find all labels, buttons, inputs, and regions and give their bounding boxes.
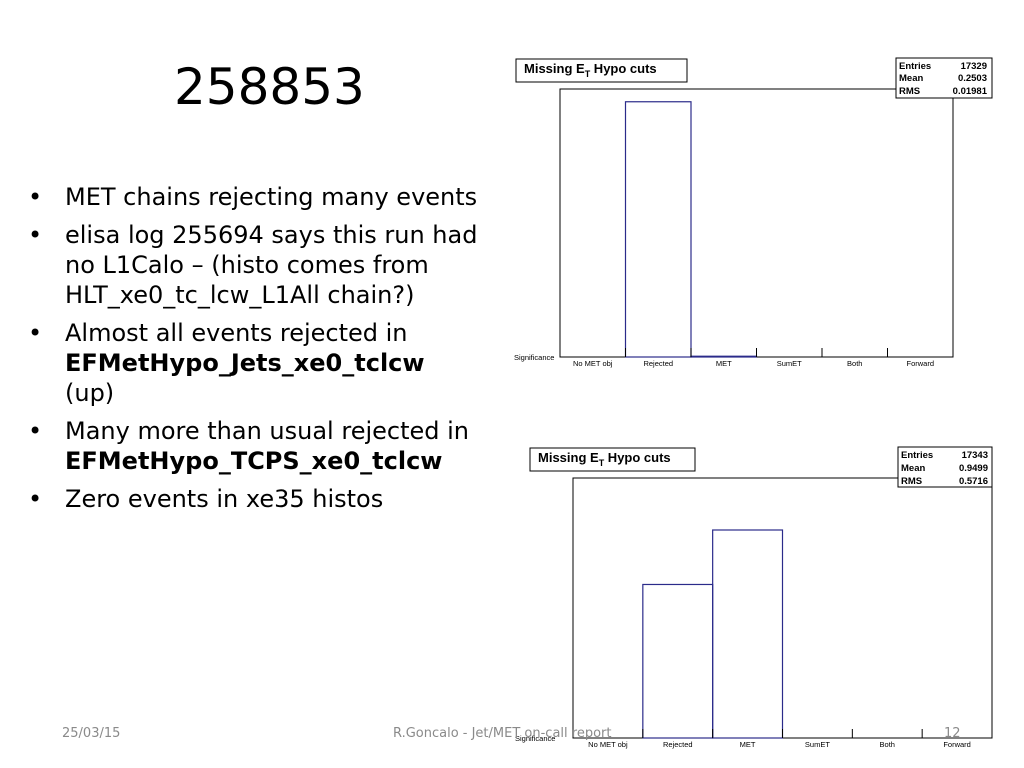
svg-text:RMS: RMS	[901, 476, 922, 487]
x-tick-label: Rejected	[643, 359, 673, 368]
histogram-bottom: No MET obj Rejected MET SumET Both Forward Si…	[515, 446, 993, 749]
bullet-text: Many more than usual rejected in	[65, 417, 470, 445]
histogram-bar	[624, 101, 692, 358]
bullet-text-bold: EFMetHypo_TCPS_xe0_tclcw	[65, 447, 443, 475]
x-axis-label: Significance	[515, 734, 555, 743]
bullet-item: elisa log 255694 says this run had no L1…	[28, 220, 478, 310]
svg-text:0.2503: 0.2503	[958, 73, 987, 84]
footer-page-number: 12	[944, 726, 961, 741]
svg-text:Entries: Entries	[899, 61, 931, 72]
bullet-text: Zero events in xe35 histos	[65, 485, 384, 513]
svg-text:17343: 17343	[962, 450, 988, 461]
svg-text:Missing ET Hypo cuts: Missing ET Hypo cuts	[524, 61, 657, 79]
histogram-top: No MET obj Rejected MET SumET Both Forward Si…	[514, 57, 993, 368]
x-tick-label: No MET obj	[573, 359, 613, 368]
svg-text:0.5716: 0.5716	[959, 476, 988, 487]
svg-text:Mean: Mean	[901, 463, 925, 474]
x-tick-label: Forward	[943, 740, 971, 749]
plot-frame	[559, 88, 954, 358]
bullet-item: Zero events in xe35 histos	[28, 484, 478, 514]
svg-text:Entries: Entries	[901, 450, 933, 461]
bullet-text: elisa log 255694 says this run had no L1…	[65, 221, 478, 309]
svg-text:17329: 17329	[961, 61, 987, 72]
title-box: Missing ET Hypo cuts	[529, 447, 696, 472]
bullet-text: Almost all events rejected in	[65, 319, 408, 347]
bullet-item: Almost all events rejected in EFMetHypo_…	[28, 318, 478, 408]
bullet-item: MET chains rejecting many events	[28, 182, 478, 212]
x-tick-label: Forward	[906, 359, 934, 368]
x-tick-label: Both	[880, 740, 895, 749]
x-tick-label: SumET	[805, 740, 830, 749]
svg-text:0.9499: 0.9499	[959, 463, 988, 474]
x-axis-label: Significance	[514, 353, 554, 362]
bullet-text-bold: EFMetHypo_Jets_xe0_tclcw	[65, 349, 425, 377]
title-box: Missing ET Hypo cuts	[515, 58, 688, 83]
bullet-text: MET chains rejecting many events	[65, 183, 478, 211]
svg-text:Missing ET Hypo cuts: Missing ET Hypo cuts	[538, 450, 671, 468]
x-tick-label: Rejected	[663, 740, 693, 749]
histogram-bar	[712, 529, 784, 739]
svg-text:0.01981: 0.01981	[953, 86, 988, 97]
x-tick-label: SumET	[777, 359, 802, 368]
histogram-bar	[690, 355, 758, 358]
stats-box: Entries 17329 Mean 0.2503 RMS 0.01981	[895, 57, 993, 99]
stats-box: Entries 17343 Mean 0.9499 RMS 0.5716	[897, 446, 993, 488]
x-tick-label: MET	[716, 359, 732, 368]
svg-text:Mean: Mean	[899, 73, 923, 84]
bullet-item: Many more than usual rejected in EFMetHy…	[28, 416, 478, 476]
footer-date: 25/03/15	[62, 726, 121, 741]
bullet-text: (up)	[65, 379, 115, 407]
x-tick-label: No MET obj	[588, 740, 628, 749]
x-tick-label: Both	[847, 359, 862, 368]
x-tick-label: MET	[740, 740, 756, 749]
footer-center: R.Goncalo - Jet/MET on-call report	[393, 726, 612, 741]
histogram-bar	[642, 583, 714, 739]
svg-text:RMS: RMS	[899, 86, 920, 97]
slide-title: 258853	[174, 58, 365, 116]
bullet-list: MET chains rejecting many events elisa lo…	[28, 182, 478, 522]
